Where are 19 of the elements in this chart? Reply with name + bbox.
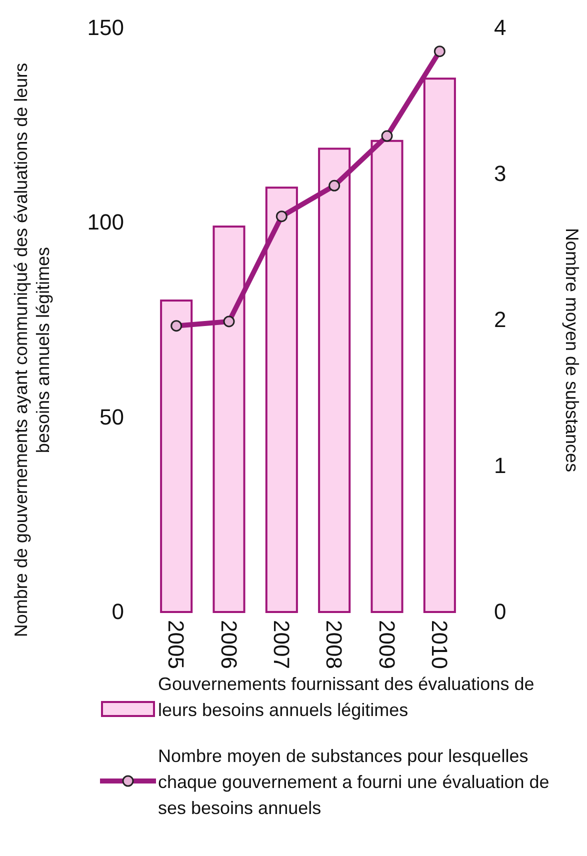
y-axis-title: Nombre de gouvernements ayant communiqué des évaluations de leurs besoins annuels légitimes [11,62,53,638]
x-tick-label: 2010 [426,620,452,669]
y2-tick-label: 4 [494,15,506,40]
legend-label: Nombre moyen de substances pour lesquelles chaque gouvernement a fourni une évaluation de ses besoins annuels [158,746,550,818]
y2-tick-label: 1 [494,453,506,478]
x-tick-label: 2005 [164,620,189,669]
y-tick-label: 100 [87,210,124,235]
x-tick-label: 2008 [322,620,347,669]
y2-axis-title: Nombre moyen de substances [562,228,582,472]
x-tick-label: 2006 [216,620,242,669]
y-tick-label: 150 [87,15,124,40]
y-tick-label: 0 [112,599,124,624]
y-tick-label: 50 [100,404,124,430]
y2-tick-label: 2 [494,307,506,332]
x-tick-label: 2007 [268,620,294,669]
y2-tick-label: 3 [494,161,506,186]
legend-label: Gouvernements fournissant des évaluations de leurs besoins annuels légitimes [158,674,534,720]
x-tick-label: 2009 [374,620,400,669]
y2-tick-label: 0 [494,599,506,624]
